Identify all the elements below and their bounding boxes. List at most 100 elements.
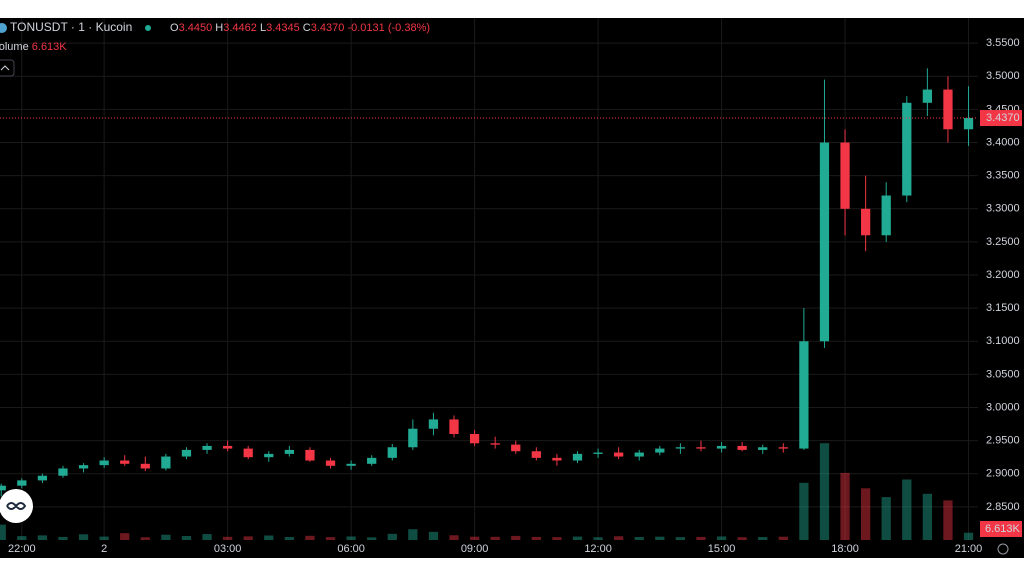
candle-body	[284, 449, 294, 454]
candle-body	[511, 444, 521, 452]
x-tick-label: 18:00	[831, 543, 859, 555]
candle-body	[531, 451, 541, 458]
candle-body	[264, 453, 274, 458]
volume-bar	[881, 497, 891, 540]
volume-bar	[222, 536, 233, 540]
candle-body	[655, 448, 665, 453]
y-tick-label: 3.5500	[986, 37, 1020, 49]
y-tick-label: 2.9500	[986, 435, 1020, 447]
candle-body	[490, 443, 500, 445]
volume-bar	[305, 535, 315, 540]
grid	[0, 18, 978, 540]
y-tick-label: 3.3500	[986, 170, 1020, 182]
y-tick-label: 2.8500	[986, 501, 1020, 513]
x-tick-label: 09:00	[461, 543, 489, 555]
candle-body	[140, 463, 150, 469]
volume-bar	[819, 443, 830, 540]
y-tick-label: 3.2000	[986, 269, 1020, 281]
candle-body	[408, 428, 418, 448]
volume-bar	[161, 534, 171, 540]
y-tick-label: 3.4000	[986, 136, 1020, 148]
volume-bar	[387, 533, 397, 540]
candle-body	[552, 457, 562, 461]
candle-body	[922, 89, 933, 103]
candle-body	[902, 102, 912, 196]
volume-bar	[284, 537, 294, 540]
l-letter: L	[260, 22, 266, 34]
volume-bar	[346, 536, 356, 540]
x-tick-label: 2	[101, 543, 107, 555]
volume-bar	[675, 537, 686, 540]
candle-body	[799, 341, 809, 449]
y-tick-label: 3.2500	[986, 236, 1020, 248]
volume-legend: Volume 6.613K	[0, 41, 67, 53]
candle-body	[346, 463, 356, 466]
candle-body	[572, 453, 583, 461]
candle-body	[243, 448, 253, 458]
candle-body	[963, 118, 974, 130]
volume-bar	[552, 537, 562, 540]
open-value: 3.4450	[179, 22, 213, 34]
volume-bar	[511, 535, 521, 540]
volume-bar	[428, 531, 439, 540]
candle-body	[305, 449, 315, 461]
volume-bar	[572, 536, 583, 540]
coin-icon	[0, 23, 7, 33]
volume-bar	[408, 529, 418, 540]
volume-bar	[37, 535, 48, 540]
c-letter: C	[303, 22, 311, 34]
candle-body	[17, 480, 27, 486]
volume-bar	[78, 534, 89, 540]
candle-body	[58, 468, 68, 476]
volume-bar	[202, 534, 212, 540]
volume-bar	[99, 536, 109, 540]
chart-background	[0, 18, 1024, 558]
volume-pane	[0, 443, 974, 540]
candle-body	[737, 445, 747, 450]
volume-bar	[490, 536, 500, 540]
volume-bar	[655, 536, 665, 540]
o-letter: O	[170, 22, 179, 34]
candle-body	[840, 142, 850, 209]
volume-bar	[696, 536, 706, 540]
high-value: 3.4462	[223, 22, 257, 34]
candle-body	[819, 142, 830, 342]
volume-bar	[758, 537, 768, 540]
volume-bar	[0, 524, 6, 540]
y-tick-label: 3.0500	[986, 368, 1020, 380]
candle-body	[758, 447, 768, 450]
candle-body	[202, 445, 212, 450]
y-tick-label: 3.5000	[986, 70, 1020, 82]
volume-bar	[469, 536, 480, 540]
change-percent: (-0.38%)	[388, 22, 430, 34]
volume-bar	[449, 535, 459, 540]
candle-body	[943, 89, 953, 130]
candles	[0, 68, 974, 497]
y-tick-label: 3.1500	[986, 302, 1020, 314]
candle-body	[675, 447, 686, 449]
volume-bar	[922, 493, 933, 540]
volume-bar	[614, 536, 624, 540]
candle-body	[387, 447, 397, 458]
x-tick-label: 12:00	[584, 543, 612, 555]
volume-bar	[963, 532, 974, 540]
settings-button[interactable]	[997, 543, 1009, 555]
status-dot	[145, 25, 151, 31]
candle-body	[778, 447, 788, 449]
volume-bar	[325, 537, 336, 540]
volume-tag-label: 6.613K	[985, 523, 1021, 535]
candle-body	[593, 452, 603, 454]
logo-icon	[6, 502, 27, 510]
y-tick-label: 3.3000	[986, 203, 1020, 215]
volume-bar	[58, 536, 68, 540]
volume-bar	[120, 533, 130, 540]
candle-body	[222, 445, 233, 449]
volume-bar	[17, 536, 27, 540]
candle-body	[78, 465, 89, 469]
symbol: TONUSDT · 1 · Kucoin	[10, 20, 132, 34]
volume-bar	[367, 537, 377, 540]
axes: 2.8500 2.9000 2.9500 3.0000 3.0500 3.1000 3.15…	[8, 37, 1022, 555]
price-axis	[978, 18, 1024, 558]
y-tick-label: 3.0000	[986, 401, 1020, 413]
